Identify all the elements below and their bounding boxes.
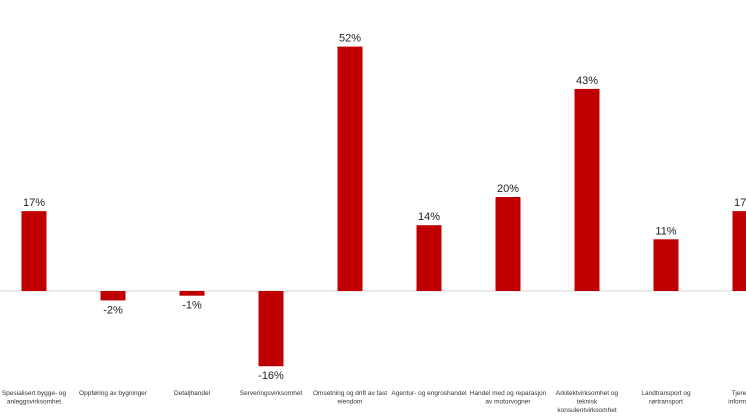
bar-3 [258,291,284,367]
bar-2 [179,291,205,296]
bar-7 [574,88,600,292]
data-label-2: -1% [182,300,202,312]
data-label-3: -16% [258,370,284,382]
data-label-4: 52% [339,33,361,45]
category-label-2: Detaljhandel [174,390,211,397]
category-label-4: Omsetning og drift av fast eiendom [313,390,387,406]
bar-8 [653,239,679,291]
bar-1 [100,291,126,301]
bar-5 [416,225,442,291]
category-labels-group: Spesialisert bygge- og anleggsvirksomhet O… [2,390,746,414]
bars-group [21,46,746,367]
bar-6 [495,197,521,291]
data-label-1: -2% [103,304,123,316]
category-label-7: Arkitektvirksomhet og teknisk konsulentvir… [556,390,619,414]
bar-0 [21,211,47,291]
value-labels-group: 17% -2% -1% -16% 52% 14% 20% 43% 11% 17% [23,33,746,383]
category-label-1: Oppføring av bygninger [79,390,148,397]
data-label-9: 17% [734,197,746,209]
category-label-8: Landtransport og rørtransport [641,390,691,406]
data-label-6: 20% [497,183,519,195]
category-label-0: Spesialisert bygge- og anleggsvirksomhet [2,390,67,406]
bar-4 [337,46,363,291]
category-label-5: Agentur- og engroshandel [391,390,467,397]
bar-9 [732,211,746,291]
category-label-9: Tjenesterinformasjon [728,390,746,406]
category-label-6: Handel med og reparasjon av motorvogner [470,390,547,406]
category-label-3: Serveringsvirksomhet [240,390,303,397]
data-label-7: 43% [576,75,598,87]
data-label-8: 11% [655,225,676,237]
data-label-5: 14% [418,211,440,223]
data-label-0: 17% [23,197,45,209]
